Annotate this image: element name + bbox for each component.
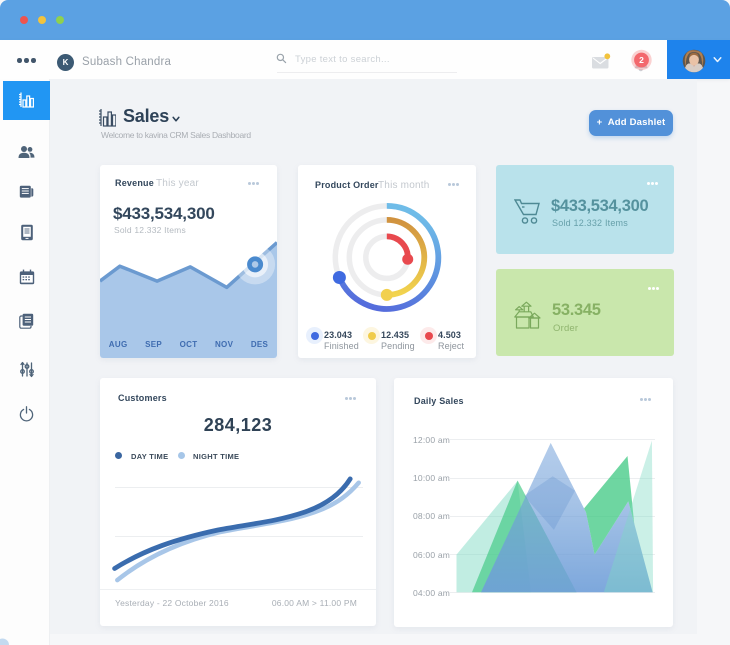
svg-text:2: 2 [639, 55, 644, 65]
